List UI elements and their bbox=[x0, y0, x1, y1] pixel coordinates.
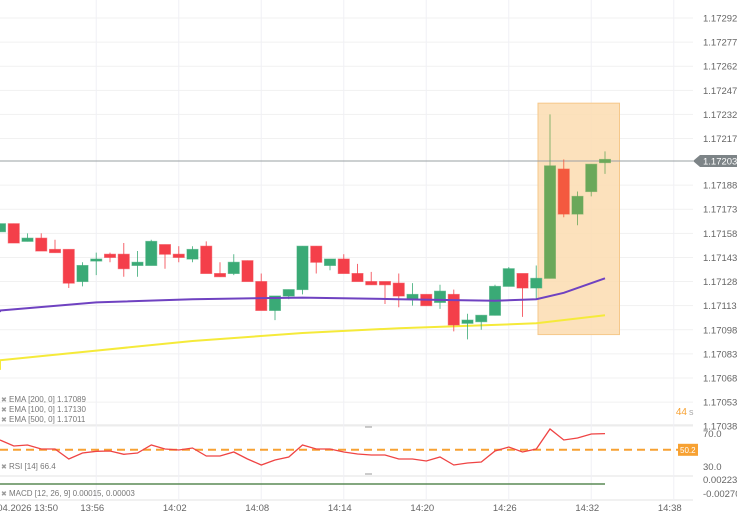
candle-13:58[interactable] bbox=[117, 253, 130, 270]
price-tick-label: 1.17143 bbox=[703, 253, 737, 264]
legend-close-icon[interactable]: ✖ bbox=[1, 464, 7, 471]
price-tick-label: 1.17113 bbox=[703, 301, 737, 312]
candle-13:50[interactable] bbox=[7, 223, 20, 244]
candle-14:01[interactable] bbox=[159, 244, 171, 255]
ema500-legend: EMA [500, 0] 1.17011 bbox=[9, 415, 86, 424]
candle-14:33[interactable] bbox=[599, 158, 611, 164]
candle-14:30[interactable] bbox=[557, 168, 570, 215]
ema100-line bbox=[0, 277, 606, 313]
time-tick-label: 14:20 bbox=[410, 503, 434, 514]
candle-13:52[interactable] bbox=[35, 237, 48, 252]
rsi-upper-label: 70.0 bbox=[703, 429, 722, 440]
price-tick-label: 1.17038 bbox=[703, 422, 737, 433]
price-tick-label: 1.17292 bbox=[703, 14, 737, 25]
price-tick-label: 1.17128 bbox=[703, 277, 737, 288]
candle-14:11[interactable] bbox=[296, 245, 309, 291]
candle-14:07[interactable] bbox=[241, 260, 254, 283]
price-tick-label: 1.17247 bbox=[703, 86, 737, 97]
ema100-legend: EMA [100, 0] 1.17130 bbox=[9, 405, 86, 414]
candle-14:29[interactable] bbox=[544, 165, 556, 279]
time-tick-label: 14:38 bbox=[658, 503, 682, 514]
candle-14:15[interactable] bbox=[351, 273, 364, 283]
candle-13:49[interactable] bbox=[0, 223, 6, 233]
rsi-lower-label: 30.0 bbox=[703, 462, 722, 473]
candle-14:13[interactable] bbox=[324, 258, 336, 266]
rsi-mid-tag bbox=[678, 443, 698, 456]
candle-14:26[interactable] bbox=[502, 268, 515, 287]
candle-13:56[interactable] bbox=[90, 258, 103, 262]
candle-14:23[interactable] bbox=[461, 319, 474, 324]
candle-14:21[interactable] bbox=[434, 290, 446, 303]
candle-14:17[interactable] bbox=[379, 281, 391, 286]
rsi-mid-label: 50.2 bbox=[680, 446, 696, 455]
price-tick-label: 1.17262 bbox=[703, 62, 737, 73]
time-tick-label: 13:56 bbox=[80, 503, 104, 514]
candle-14:16[interactable] bbox=[365, 281, 378, 286]
current-price-label: 1.17203 bbox=[703, 157, 737, 168]
macd-legend: MACD [12, 26, 9] 0.00015, 0.00003 bbox=[9, 489, 135, 498]
price-tick-label: 1.17053 bbox=[703, 398, 737, 409]
candle-14:03[interactable] bbox=[186, 248, 199, 260]
candle-13:54[interactable] bbox=[62, 248, 75, 284]
candle-13:51[interactable] bbox=[21, 237, 34, 242]
candle-14:18[interactable] bbox=[392, 282, 405, 297]
price-tick-label: 1.17232 bbox=[703, 110, 737, 121]
time-tick-label: 14:02 bbox=[163, 503, 187, 514]
price-tick-label: 1.17277 bbox=[703, 38, 737, 49]
time-tick-label: 14:08 bbox=[245, 503, 269, 514]
rsi-legend: RSI [14] 66.4 bbox=[9, 462, 56, 471]
ema200-line bbox=[0, 314, 606, 370]
candle-14:04[interactable] bbox=[200, 245, 213, 275]
price-tick-label: 1.17098 bbox=[703, 325, 737, 336]
price-tick-label: 1.17083 bbox=[703, 349, 737, 360]
candle-13:55[interactable] bbox=[76, 264, 89, 283]
candle-14:28[interactable] bbox=[530, 277, 543, 289]
candle-14:09[interactable] bbox=[269, 295, 281, 311]
candle-14:05[interactable] bbox=[214, 273, 226, 278]
candle-14:32[interactable] bbox=[585, 163, 598, 193]
price-tick-label: 1.17217 bbox=[703, 134, 737, 145]
price-tick-label: 1.17068 bbox=[703, 373, 737, 384]
candle-14:24[interactable] bbox=[475, 314, 488, 323]
countdown-value: 44 bbox=[676, 407, 688, 418]
legend-close-icon[interactable]: ✖ bbox=[1, 491, 7, 498]
countdown-unit: s bbox=[689, 407, 694, 417]
macd-upper-label: 0.00223 bbox=[703, 475, 737, 486]
price-tick-label: 1.17188 bbox=[703, 181, 737, 192]
rsi-line bbox=[0, 428, 606, 466]
price-tick-label: 1.17173 bbox=[703, 205, 737, 216]
time-tick-label: 14:32 bbox=[575, 503, 599, 514]
candle-14:31[interactable] bbox=[571, 195, 584, 215]
time-tick-label: 14:26 bbox=[493, 503, 517, 514]
legend-close-icon[interactable]: ✖ bbox=[1, 417, 7, 424]
candle-13:57[interactable] bbox=[104, 253, 116, 258]
candle-14:27[interactable] bbox=[516, 273, 529, 289]
candle-14:00[interactable] bbox=[145, 240, 158, 266]
legend-close-icon[interactable]: ✖ bbox=[1, 407, 7, 414]
price-tick-label: 1.17158 bbox=[703, 229, 737, 240]
date-time-label: 10.04.2026 13:50 bbox=[0, 503, 58, 514]
candle-13:59[interactable] bbox=[131, 261, 144, 266]
time-tick-label: 14:14 bbox=[328, 503, 352, 514]
candle-14:02[interactable] bbox=[172, 253, 185, 258]
candle-13:53[interactable] bbox=[49, 248, 61, 254]
ema200-legend: EMA [200, 0] 1.17089 bbox=[9, 395, 86, 404]
current-price-tag bbox=[693, 155, 737, 168]
candle-14:08[interactable] bbox=[255, 281, 268, 311]
candle-14:22[interactable] bbox=[447, 293, 460, 326]
candle-14:10[interactable] bbox=[282, 289, 295, 297]
candle-14:12[interactable] bbox=[310, 245, 323, 263]
macd-lower-label: -0.00270 bbox=[703, 489, 737, 500]
legend-close-icon[interactable]: ✖ bbox=[1, 397, 7, 404]
candle-14:06[interactable] bbox=[227, 261, 240, 275]
candle-14:14[interactable] bbox=[337, 258, 350, 275]
